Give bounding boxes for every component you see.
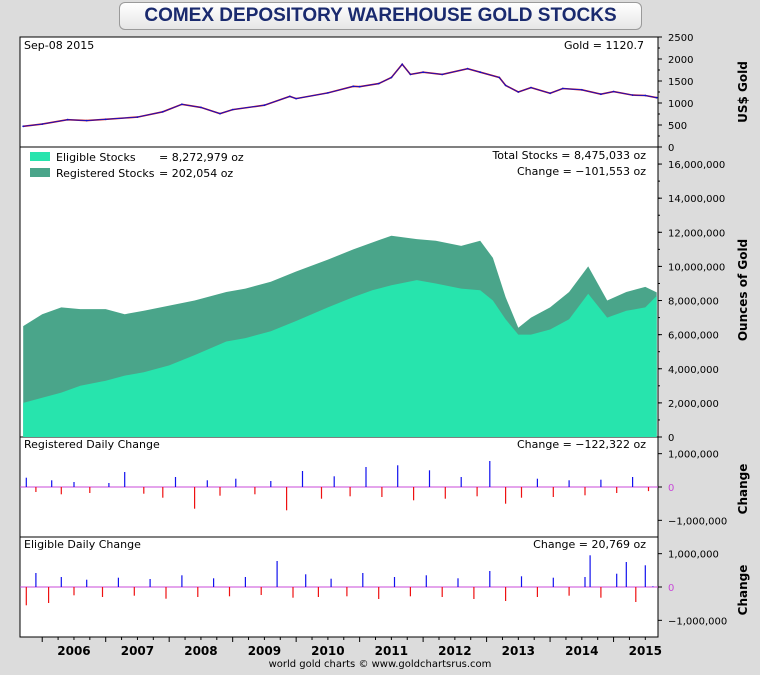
y-tick-label: 2,000,000 — [668, 399, 719, 410]
y-tick-label: 500 — [668, 121, 687, 132]
legend-registered-value: = 202,054 oz — [159, 167, 233, 180]
stocks-ylabel: Ounces of Gold — [736, 239, 750, 341]
eligible-change-ylabel: Change — [736, 565, 750, 616]
x-tick-label: 2006 — [57, 644, 90, 658]
x-tick-label: 2007 — [121, 644, 154, 658]
total-stocks-readout: Total Stocks = 8,475,033 oz — [491, 149, 646, 162]
x-tick-label: 2014 — [565, 644, 598, 658]
gold-price-point — [655, 96, 658, 99]
y-tick-label: 12,000,000 — [668, 228, 725, 239]
gold-price-series — [22, 63, 658, 128]
y-tick-label: 2000 — [668, 55, 693, 66]
gold-price-point — [401, 63, 404, 66]
gold-price-point — [504, 84, 507, 87]
y-tick-label: 1,000,000 — [668, 550, 719, 561]
gold-price-point — [561, 87, 564, 90]
registered-change-series — [20, 461, 658, 511]
y-tick-label: 16,000,000 — [668, 160, 725, 171]
gold-price-point — [631, 94, 634, 96]
gold-price-point — [441, 73, 444, 76]
y-tick-label: 4,000,000 — [668, 365, 719, 376]
gold-price-point — [498, 76, 501, 79]
gold-price-point — [377, 82, 380, 85]
y-tick-label: −1,000,000 — [668, 516, 727, 527]
stocks-change-readout: Change = −101,553 oz — [517, 165, 646, 178]
gold-ylabel: US$ Gold — [736, 61, 750, 123]
gold-price-point — [390, 76, 393, 79]
y-tick-label: 6,000,000 — [668, 331, 719, 342]
eligible-stocks-area — [23, 280, 657, 437]
gold-price-point — [580, 88, 583, 91]
gold-price-point — [22, 125, 25, 128]
gold-price-point — [41, 123, 44, 125]
y-tick-label: 0 — [668, 143, 674, 154]
gold-price-point — [104, 118, 107, 121]
y-tick-label: 14,000,000 — [668, 194, 725, 205]
y-tick-label: 1000 — [668, 99, 693, 110]
gold-price-point — [327, 92, 329, 94]
gold-readout: Gold = 1120.7 — [564, 39, 644, 52]
gold-price-point — [549, 92, 551, 95]
gold-price-point — [422, 71, 424, 74]
x-tick-label: 2009 — [248, 644, 281, 658]
x-tick-label: 2010 — [311, 644, 344, 658]
y-tick-label: 1,000,000 — [668, 450, 719, 461]
y-tick-label: 0 — [668, 583, 674, 594]
x-tick-label: 2008 — [184, 644, 217, 658]
axes: 0 500 1000 1500 2000 2500 0 2,000,000 4,000,000 6… — [41, 33, 727, 658]
gold-price-point — [200, 106, 202, 109]
gold-price-point — [479, 71, 482, 74]
eligible-change-readout: Change = 20,769 oz — [533, 538, 646, 551]
gold-price-point — [263, 104, 266, 107]
x-tick-label: 2015 — [629, 644, 662, 658]
gold-price-point — [181, 103, 183, 106]
gold-panel — [19, 36, 659, 148]
y-tick-label: 2500 — [668, 33, 693, 44]
gold-price-point — [517, 91, 520, 93]
chart-title: COMEX DEPOSITORY WAREHOUSE GOLD STOCKS — [119, 2, 642, 30]
gold-price-point — [161, 110, 164, 113]
y-tick-label: −1,000,000 — [668, 616, 727, 627]
y-tick-label: 1500 — [668, 77, 693, 88]
legend-eligible-name: Eligible Stocks — [56, 151, 136, 164]
stocks-series — [23, 235, 657, 437]
x-tick-label: 2013 — [502, 644, 535, 658]
eligible-change-title: Eligible Daily Change — [24, 538, 141, 551]
y-tick-label: 8,000,000 — [668, 297, 719, 308]
gold-price-point — [600, 93, 602, 96]
gold-price-point — [644, 94, 647, 97]
legend-registered-name: Registered Stocks — [56, 167, 155, 180]
y-tick-label: 10,000,000 — [668, 262, 725, 273]
gold-price-point — [466, 67, 469, 70]
gold-price-point — [409, 73, 412, 76]
gold-price-point — [295, 97, 297, 100]
y-tick-label: 0 — [668, 433, 674, 444]
gold-price-point — [219, 112, 221, 115]
gold-price-point — [136, 116, 139, 118]
x-tick-label: 2012 — [438, 644, 471, 658]
gold-price-point — [66, 118, 69, 121]
date-label: Sep-08 2015 — [24, 39, 94, 52]
gold-price-point — [612, 90, 615, 93]
registered-change-title: Registered Daily Change — [24, 438, 160, 451]
legend-swatch-eligible — [30, 152, 50, 161]
legend-swatch-registered — [30, 168, 50, 177]
gold-price-point — [352, 85, 355, 88]
footer-credit: world gold charts © www.goldchartsrus.co… — [268, 659, 492, 670]
gold-price-point — [85, 119, 88, 122]
gold-price-point — [288, 95, 291, 98]
x-tick-label: 2011 — [375, 644, 408, 658]
registered-change-ylabel: Change — [736, 464, 750, 515]
eligible-change-series — [20, 555, 658, 606]
gold-price-point — [530, 86, 532, 89]
registered-change-readout: Change = −122,322 oz — [517, 438, 646, 451]
gold-price-point — [358, 85, 361, 88]
legend-eligible-value: = 8,272,979 oz — [159, 151, 244, 164]
gold-price-point — [231, 108, 234, 111]
y-tick-label: 0 — [668, 483, 674, 494]
